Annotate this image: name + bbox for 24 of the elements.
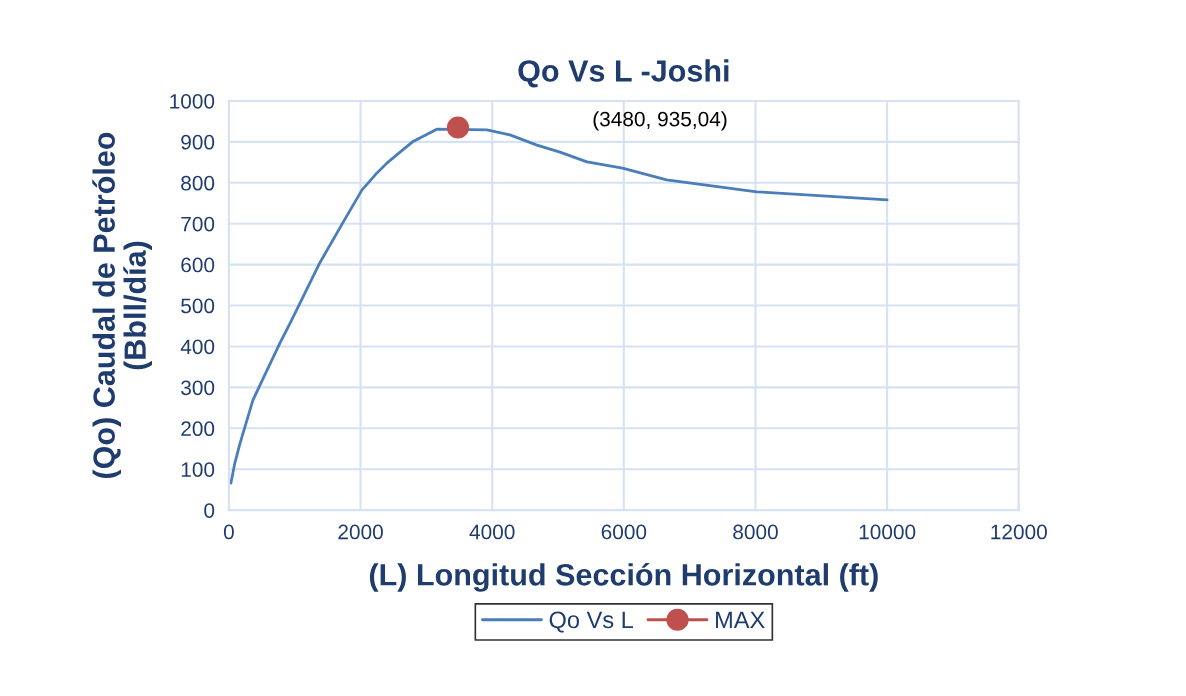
y-tick-label: 100: [181, 462, 215, 477]
x-axis-title: (L) Longitud Sección Horizontal (ft): [369, 562, 878, 592]
x-tick-label: 2000: [338, 524, 383, 540]
x-tick-label: 12000: [991, 524, 1047, 540]
y-tick-label: 600: [181, 257, 215, 273]
legend-label: Qo Vs L: [549, 611, 634, 633]
y-tick-label: 900: [181, 134, 215, 150]
chart-title: Qo Vs L -Joshi: [518, 59, 729, 88]
x-tick-label: 8000: [733, 524, 778, 540]
x-tick-label: 10000: [859, 524, 916, 540]
annotation: (3480, 935,04): [593, 111, 727, 131]
y-tick-label: 400: [180, 339, 215, 355]
legend-label: MAX: [716, 611, 765, 629]
y-axis-title: (Qo) Caudal de Petróleo (Bbll/día): [92, 132, 152, 479]
y-tick-label: 1000: [170, 93, 215, 109]
y-tick-label: 500: [181, 298, 215, 314]
y-tick-label: 800: [181, 175, 215, 191]
y-tick-label: 700: [181, 216, 215, 232]
y-tick-label: 300: [181, 380, 215, 396]
x-tick-label: 0: [223, 524, 234, 540]
y-tick-label: 0: [204, 503, 215, 518]
x-tick-label: 6000: [601, 524, 647, 540]
x-tick-label: 4000: [469, 524, 515, 540]
y-tick-label: 200: [181, 421, 215, 437]
